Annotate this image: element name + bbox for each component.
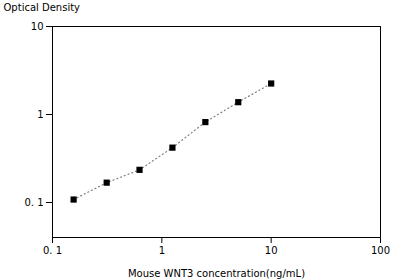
svg-text:1: 1 xyxy=(159,245,165,256)
svg-text:10: 10 xyxy=(31,21,44,32)
svg-text:Optical Density: Optical Density xyxy=(4,2,81,13)
svg-text:10: 10 xyxy=(265,245,278,256)
svg-text:0. 1: 0. 1 xyxy=(24,197,43,208)
svg-text:100: 100 xyxy=(371,245,390,256)
svg-text:1: 1 xyxy=(37,109,43,120)
svg-text:Mouse WNT3 concentration(ng/mL: Mouse WNT3 concentration(ng/mL) xyxy=(128,268,305,279)
svg-text:0. 1: 0. 1 xyxy=(43,245,62,256)
